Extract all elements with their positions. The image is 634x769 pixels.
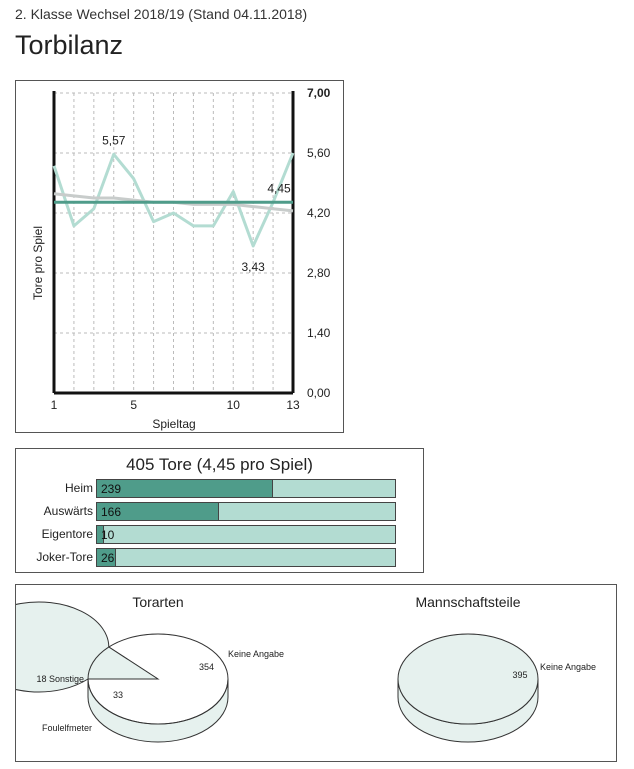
bar-label: Heim [64,481,93,495]
bar-fill [97,503,220,520]
page-subtitle: 2. Klasse Wechsel 2018/19 (Stand 04.11.2… [15,6,308,22]
pie-charts-panel: Torarten Mannschaftsteile Keine Angabe 35… [0,584,617,762]
line-chart-svg: 0,00 1,40 2,80 4,20 5,60 7,00 1 5 10 13 5,57 3,43 4,… [31,86,331,431]
goals-per-match-chart: 0,00 1,40 2,80 4,20 5,60 7,00 1 5 10 13 5,57 3,43 4,… [15,80,344,433]
bar-value: 166 [101,505,122,519]
bar-row: Eigentore 10 [16,525,423,545]
y-axis-label: Tore pro Spiel [31,226,45,300]
x-axis-label: Spieltag [152,417,195,431]
bar-fill [97,480,273,497]
pie-slice-label: Foulelfmeter [42,723,92,733]
y-tick-label: 5,60 [307,146,331,160]
page-title: Torbilanz [15,30,124,60]
x-tick-label: 1 [51,398,58,412]
x-tick-label: 10 [227,398,241,412]
x-tick-label: 5 [130,398,137,412]
bar-value: 10 [101,528,115,542]
data-label: 3,43 [241,260,265,274]
x-tick-label: 13 [286,398,300,412]
y-tick-label: 4,20 [307,206,331,220]
bar-label: Eigentore [41,527,93,541]
pie-charts-svg: Torarten Mannschaftsteile Keine Angabe 35… [0,594,596,743]
bar-value: 26 [101,551,115,565]
pie-value-label: 354 [199,662,214,672]
pie-value-label: 395 [512,670,527,680]
bar-row: Auswärts 166 [16,502,423,522]
goal-summary-title: 405 Tore (4,45 pro Spiel) [126,455,313,474]
data-label: 5,57 [102,133,126,147]
bar-track: 26 [96,548,396,567]
pie-slice-label: Keine Angabe [540,662,596,672]
pie-outline [87,633,229,725]
bar-row: Joker-Tore 26 [16,548,423,568]
pie-title-torarten: Torarten [132,594,183,610]
pie-slice [0,601,160,693]
series-line-per-match [52,152,295,248]
pie-side [87,678,229,743]
y-tick-label: 0,00 [307,386,331,400]
y-tick-label: 7,00 [307,86,331,100]
bar-label: Joker-Tore [36,550,93,564]
data-label: 4,45 [267,181,291,195]
y-tick-label: 1,40 [307,326,331,340]
bar-label: Auswärts [43,504,93,518]
pie-slice-label: Keine Angabe [228,649,284,659]
pie-slice-label: 18 Sonstige [36,674,84,684]
y-tick-label: 2,80 [307,266,331,280]
pie-value-label: 33 [113,690,123,700]
bar-fill [97,526,105,543]
pie-title-mannschaftsteile: Mannschaftsteile [415,594,520,610]
bar-row: Heim 239 [16,479,423,499]
pie-slice [397,633,539,725]
bar-track: 166 [96,502,396,521]
bar-fill [97,549,117,566]
bar-value: 239 [101,482,122,496]
bar-track: 10 [96,525,396,544]
goal-summary-panel: 405 Tore (4,45 pro Spiel) Heim 239 Auswärt… [15,448,424,573]
bar-track: 239 [96,479,396,498]
